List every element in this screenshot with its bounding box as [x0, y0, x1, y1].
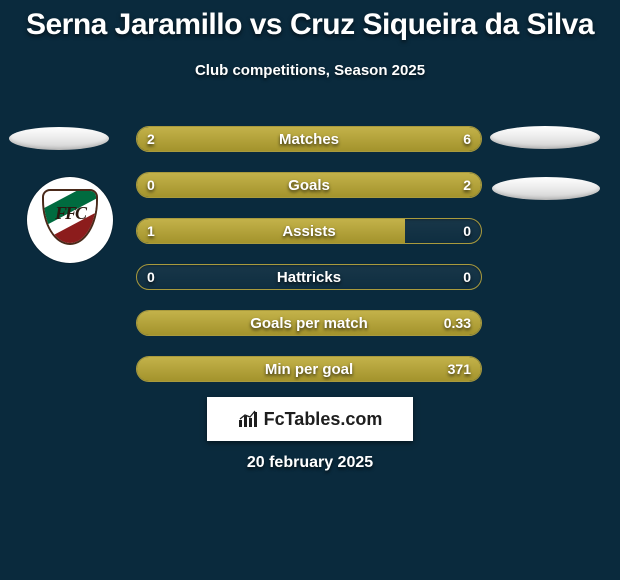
bar-label: Hattricks [137, 265, 481, 289]
bar-fill-right [137, 311, 481, 335]
bar-fill-right [137, 357, 481, 381]
bar-value-right: 371 [448, 357, 471, 381]
stat-bar-row: 10Assists [136, 218, 482, 244]
stat-bar-row: 0 0Hattricks [136, 264, 482, 290]
bar-fill-left [137, 219, 405, 243]
bar-fill-right [137, 173, 481, 197]
club-logo: FFC [27, 177, 113, 263]
club-shield-letters: FFC [42, 203, 98, 224]
bar-fill-right [223, 127, 481, 151]
bar-value-left: 2 [147, 127, 155, 151]
bar-value-right: 0.33 [444, 311, 471, 335]
subtitle: Club competitions, Season 2025 [0, 62, 620, 79]
bar-value-right: 6 [463, 127, 471, 151]
page-title: Serna Jaramillo vs Cruz Siqueira da Silv… [0, 8, 620, 42]
brand-label: FcTables.com [264, 409, 383, 430]
stat-bar-row: 371Min per goal [136, 356, 482, 382]
player-photo-placeholder-left [9, 127, 109, 150]
bar-value-left: 0 [147, 173, 155, 197]
stat-bar-row: 02Goals [136, 172, 482, 198]
player-photo-placeholder-right-1 [490, 126, 600, 149]
brand-text: FcTables.com [238, 409, 383, 430]
player-photo-placeholder-right-2 [492, 177, 600, 200]
bar-value-right: 0 [463, 219, 471, 243]
date-line: 20 february 2025 [0, 454, 620, 472]
bar-value-left: 0 [147, 265, 155, 289]
stat-bar-row: 0.33Goals per match [136, 310, 482, 336]
bar-chart-icon [238, 410, 260, 428]
stat-bar-row: 26Matches [136, 126, 482, 152]
brand-box: FcTables.com [207, 397, 413, 441]
club-shield-icon: FFC [42, 189, 98, 251]
stat-bars: 26Matches02Goals10Assists00Hattricks0.33… [136, 126, 482, 402]
comparison-infographic: Serna Jaramillo vs Cruz Siqueira da Silv… [0, 0, 620, 580]
bar-value-left: 1 [147, 219, 155, 243]
bar-value-right: 2 [463, 173, 471, 197]
bar-value-right: 0 [463, 265, 471, 289]
